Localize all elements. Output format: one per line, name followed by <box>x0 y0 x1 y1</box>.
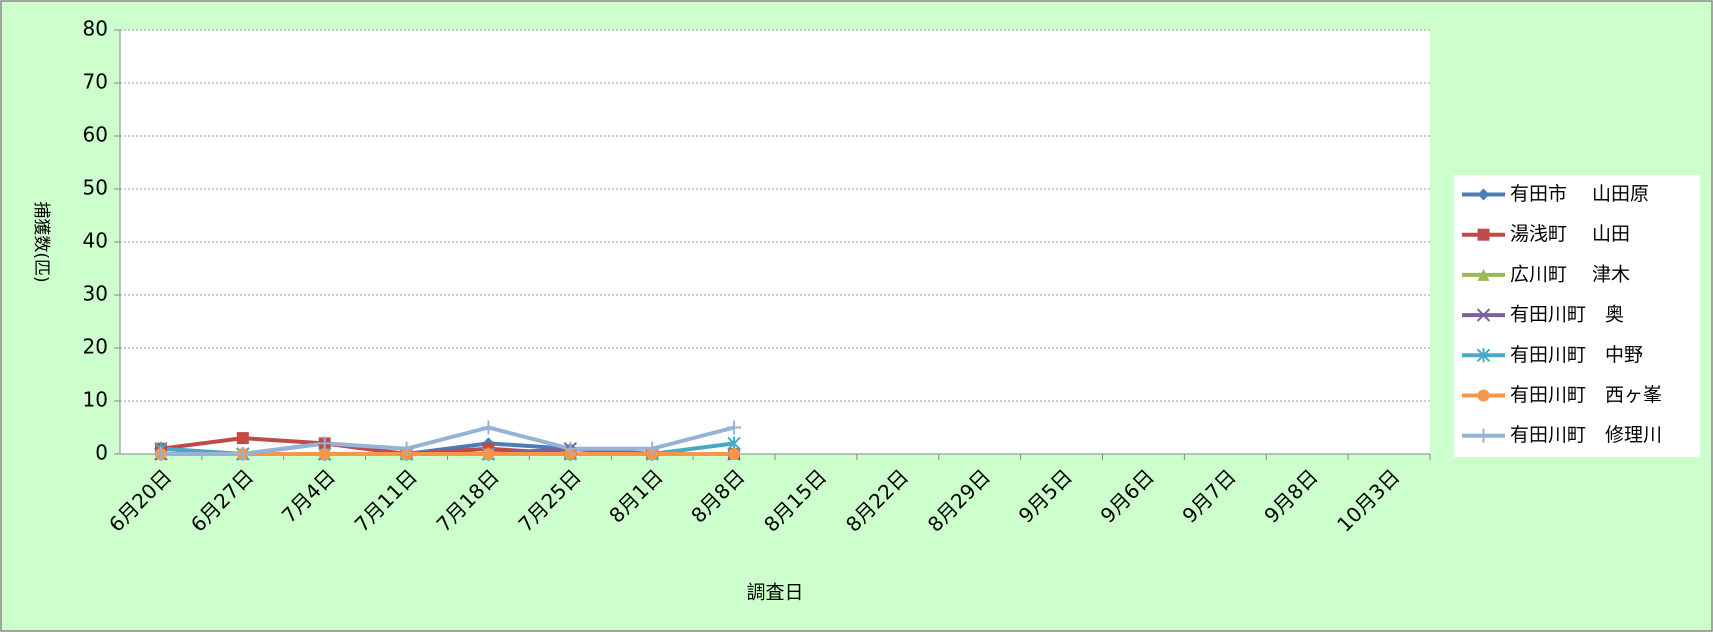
x-axis-title: 調査日 <box>746 582 803 604</box>
legend-marker <box>1477 389 1490 402</box>
y-tick-label: 20 <box>83 335 108 359</box>
legend-label: 広川町 津木 <box>1510 263 1630 285</box>
y-tick-label: 60 <box>83 123 108 147</box>
y-tick-label: 0 <box>95 441 108 465</box>
marker <box>482 448 495 460</box>
y-tick-label: 70 <box>83 70 108 94</box>
marker <box>318 448 331 460</box>
series-line <box>160 425 735 456</box>
y-axis-title: 捕獲数(匹) <box>31 201 51 282</box>
plot-area <box>120 30 1430 454</box>
y-tick-label: 50 <box>83 176 108 200</box>
legend-label: 有田川町 奥 <box>1510 304 1624 326</box>
legend-label: 有田川町 修理川 <box>1510 424 1662 446</box>
marker <box>236 432 249 445</box>
marker <box>153 447 168 461</box>
marker <box>563 441 578 456</box>
legend-marker <box>1477 228 1490 241</box>
legend-label: 有田市 山田原 <box>1510 183 1649 205</box>
legend-label: 有田川町 西ヶ峯 <box>1510 384 1662 406</box>
marker <box>235 447 250 461</box>
y-tick-label: 10 <box>83 388 108 412</box>
y-tick-label: 80 <box>83 17 108 41</box>
legend-marker <box>1476 428 1491 443</box>
y-tick-label: 40 <box>83 229 108 253</box>
marker <box>728 448 741 460</box>
legend-marker <box>1476 348 1491 363</box>
marker <box>481 420 496 435</box>
legend-label: 有田川町 中野 <box>1510 344 1643 366</box>
marker <box>727 420 742 435</box>
legend-marker <box>1476 308 1491 322</box>
marker <box>317 436 332 451</box>
legend-marker <box>1477 268 1490 281</box>
legend-marker <box>1477 188 1490 201</box>
legend-label: 湯浅町 山田 <box>1510 223 1630 245</box>
y-tick-label: 30 <box>83 282 108 306</box>
marker <box>645 441 660 456</box>
marker <box>399 441 414 456</box>
